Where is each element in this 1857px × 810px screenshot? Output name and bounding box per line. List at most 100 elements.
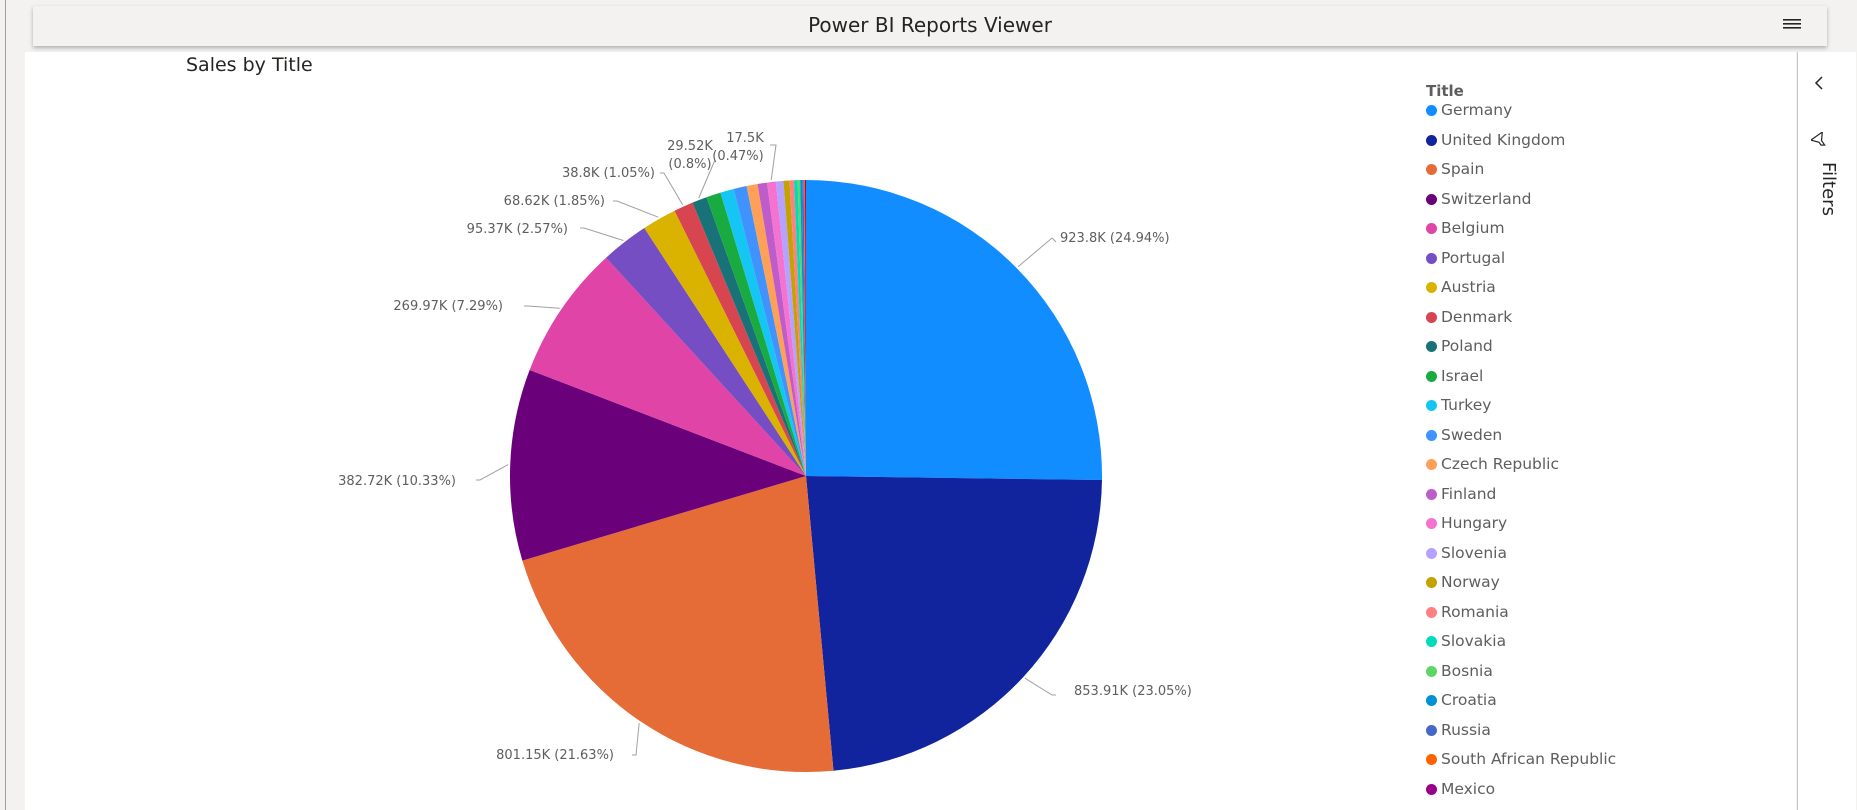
pie-slice-united-kingdom[interactable] [806,476,1102,771]
legend-item[interactable]: Israel [1426,366,1483,386]
legend-item[interactable]: Switzerland [1426,189,1531,209]
legend-item[interactable]: Czech Republic [1426,454,1559,474]
data-label: 29.52K [667,139,713,154]
legend-item[interactable]: Bosnia [1426,661,1493,681]
pie-slice-mexico[interactable] [804,179,806,476]
legend-label: Finland [1441,484,1497,503]
legend-color-dot [1426,577,1437,588]
legend-item[interactable]: Denmark [1426,307,1512,327]
data-label: 801.15K (21.63%) [496,748,614,763]
pie-slice-bosnia[interactable] [797,180,806,476]
pie-slice-austria[interactable] [644,210,806,477]
pie-slice-czech-republic[interactable] [746,184,806,476]
legend-label: Mexico [1441,779,1496,798]
legend-label: Turkey [1441,396,1492,414]
pie-slice-belgium[interactable] [529,257,806,476]
pie-slice-hungary[interactable] [767,181,806,477]
legend-label: Israel [1441,366,1484,385]
leader-line [632,722,640,756]
pie-slice-turkey[interactable] [720,188,806,477]
leader-line [660,172,684,205]
pie-slice-switzerland[interactable] [509,369,806,561]
data-label: 269.97K (7.29%) [393,299,503,314]
legend-item[interactable]: Finland [1426,484,1496,504]
legend-item[interactable]: Germany [1426,100,1512,120]
filters-label[interactable]: Filters [1818,162,1839,216]
legend-label: Romania [1441,602,1509,621]
chevron-left-icon[interactable] [1812,74,1826,96]
legend-item[interactable]: Russia [1426,720,1491,740]
data-label: 68.62K (1.85%) [504,194,605,209]
legend-color-dot [1426,105,1437,116]
legend-item[interactable]: Romania [1426,602,1509,622]
legend-color-dot [1426,488,1437,500]
data-label: (0.47%) [712,149,763,164]
legend-label: Portugal [1441,248,1506,267]
pie-slice-croatia[interactable] [800,180,806,476]
legend-color-dot [1426,134,1437,146]
legend-label: Sweden [1441,425,1503,444]
leader-line [770,144,777,181]
data-label: (0.8%) [668,157,711,172]
pie-slice-germany[interactable] [806,180,1102,480]
data-label: 38.8K (1.05%) [562,166,655,181]
legend: Title Germany United Kingdom Spain Switzerl… [1426,82,1756,798]
legend-item[interactable]: United Kingdom [1426,130,1565,150]
legend-color-dot [1426,193,1437,205]
legend-item[interactable]: Turkey [1426,395,1491,415]
legend-item[interactable]: Austria [1426,277,1496,297]
leader-line [524,305,560,309]
data-label: 923.8K (24.94%) [1060,231,1170,246]
data-label: 17.5K [726,131,764,146]
hamburger-menu-icon[interactable] [1781,15,1805,35]
legend-item[interactable]: Croatia [1426,690,1497,710]
pie-slice-sweden[interactable] [733,186,806,477]
legend-label: Norway [1441,573,1500,591]
leader-line [613,200,659,218]
legend-label: Belgium [1441,219,1505,237]
funnel-icon[interactable] [1809,130,1829,154]
pie-slice-poland[interactable] [692,197,806,477]
legend-color-dot [1426,783,1437,795]
legend-color-dot [1426,606,1437,618]
leader-line [698,159,716,199]
legend-item[interactable]: Norway [1426,572,1500,592]
pie-slice-portugal[interactable] [606,228,806,476]
legend-label: Switzerland [1441,189,1532,208]
pie-slice-israel[interactable] [706,192,806,476]
legend-item[interactable]: Poland [1426,336,1493,356]
pie-slice-slovenia[interactable] [775,180,806,477]
pie-slice-finland[interactable] [757,182,806,476]
legend-label: Germany [1441,101,1513,119]
legend-color-dot [1426,223,1437,234]
legend-item[interactable]: Portugal [1426,248,1505,268]
legend-item[interactable]: Hungary [1426,513,1507,533]
legend-label: Spain [1441,160,1485,178]
legend-color-dot [1426,282,1437,293]
legend-color-dot [1426,164,1437,175]
pie-slice-romania[interactable] [789,180,806,477]
legend-item[interactable]: Sweden [1426,425,1502,445]
legend-item[interactable]: Mexico [1426,779,1495,799]
pie-chart: 923.8K (24.94%) 853.91K (23.05%) 801.15K (… [338,131,1192,772]
legend-label: Russia [1441,720,1491,739]
pie-slice-spain[interactable] [522,476,834,772]
pie-slice-denmark[interactable] [674,202,806,476]
legend-color-dot [1426,518,1437,529]
pie-slice-south-african-republic[interactable] [803,180,806,476]
legend-label: Poland [1441,337,1493,355]
pie-slice-norway[interactable] [783,180,806,476]
legend-item[interactable]: Spain [1426,159,1484,179]
legend-label: United Kingdom [1441,130,1566,149]
legend-color-dot [1426,695,1437,706]
legend-item[interactable]: Belgium [1426,218,1505,238]
legend-color-dot [1426,636,1437,647]
legend-item[interactable]: Slovenia [1426,543,1507,563]
pie-slice-slovakia[interactable] [794,180,806,476]
legend-label: Denmark [1441,307,1513,326]
legend-label: Bosnia [1441,661,1493,680]
legend-title: Title [1426,82,1464,100]
pie-slice-russia[interactable] [802,180,806,476]
legend-item[interactable]: South African Republic [1426,749,1616,769]
legend-item[interactable]: Slovakia [1426,631,1506,651]
